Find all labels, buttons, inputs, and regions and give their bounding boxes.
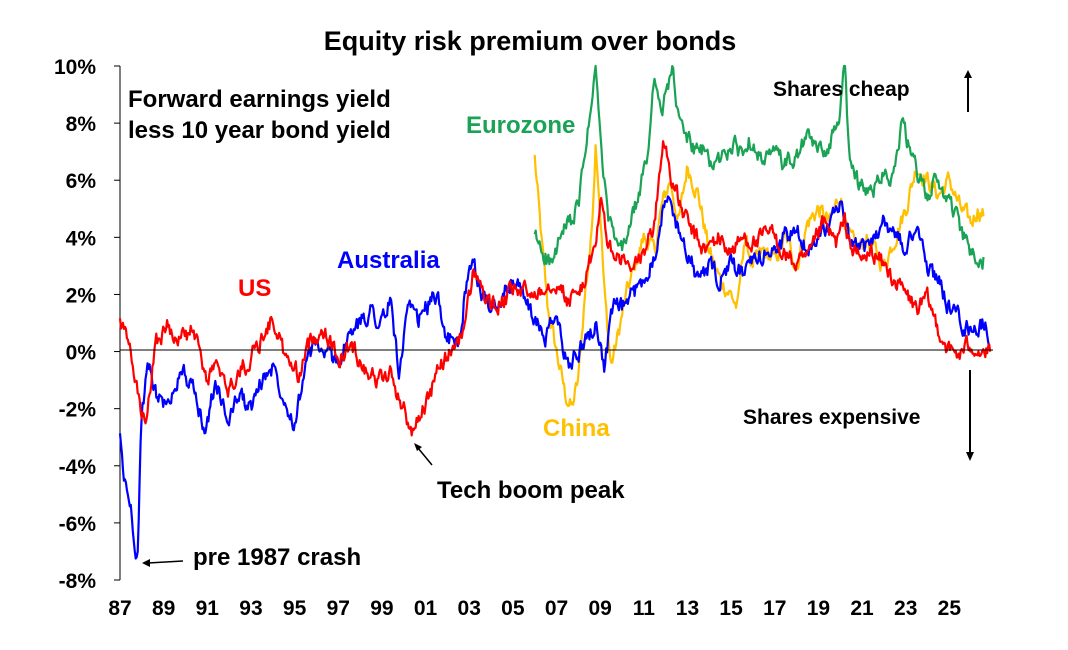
y-tick-label: -8% [59,570,97,593]
y-tick-label: 4% [66,227,97,250]
x-tick-label: 91 [196,597,220,620]
label-china: China [543,415,610,442]
annotation-pre-1987-crash: pre 1987 crash [193,544,361,571]
annotation-shares-expensive: Shares expensive [743,406,920,429]
y-tick-label: -6% [59,513,97,536]
x-tick-label: 21 [850,597,874,620]
x-tick-label: 05 [501,597,525,620]
y-tick-label: -2% [59,399,97,422]
x-tick-label: 99 [370,597,393,620]
arrow-tech-boom-icon [414,443,433,466]
x-tick-label: 11 [633,597,656,620]
y-axis: -8% -6% -4% -2% 0% 2% 4% 6% 8% 10% [54,56,121,593]
y-tick-label: 8% [66,113,97,136]
x-tick-label: 15 [719,597,743,620]
x-tick-label: 09 [588,597,611,620]
x-tick-label: 87 [108,597,131,620]
x-axis: 87 89 91 93 95 97 99 01 03 05 07 09 11 13 15 17 19 21 23 25 [108,597,961,620]
annotation-shares-cheap: Shares cheap [773,78,910,101]
x-tick-label: 95 [283,597,307,620]
x-tick-label: 89 [152,597,175,620]
chart-title: Equity risk premium over bonds [324,26,737,56]
y-tick-label: 10% [54,56,96,79]
x-tick-label: 01 [414,597,438,620]
label-eurozone: Eurozone [466,112,575,139]
arrow-up-icon [964,70,972,112]
chart-subtitle-line-1: Forward earnings yield [128,86,391,113]
x-tick-label: 13 [676,597,699,620]
x-tick-label: 97 [327,597,350,620]
series-line-us [118,140,992,437]
chart-subtitle-line-2: less 10 year bond yield [128,117,391,144]
annotation-tech-boom-peak: Tech boom peak [437,477,625,504]
x-tick-label: 19 [807,597,830,620]
x-tick-label: 07 [545,597,568,620]
label-us: US [238,275,271,302]
x-tick-label: 23 [894,597,917,620]
y-tick-label: -4% [59,456,97,479]
arrow-down-icon [966,370,974,461]
arrow-crash-icon [142,559,184,567]
x-tick-label: 03 [458,597,481,620]
x-tick-label: 93 [239,597,262,620]
y-tick-label: 0% [66,342,97,365]
y-tick-label: 2% [66,284,97,307]
x-tick-label: 25 [938,597,962,620]
series-line-eurozone [533,64,985,270]
x-tick-label: 17 [763,597,786,620]
y-tick-label: 6% [66,170,97,193]
label-australia: Australia [337,247,440,274]
